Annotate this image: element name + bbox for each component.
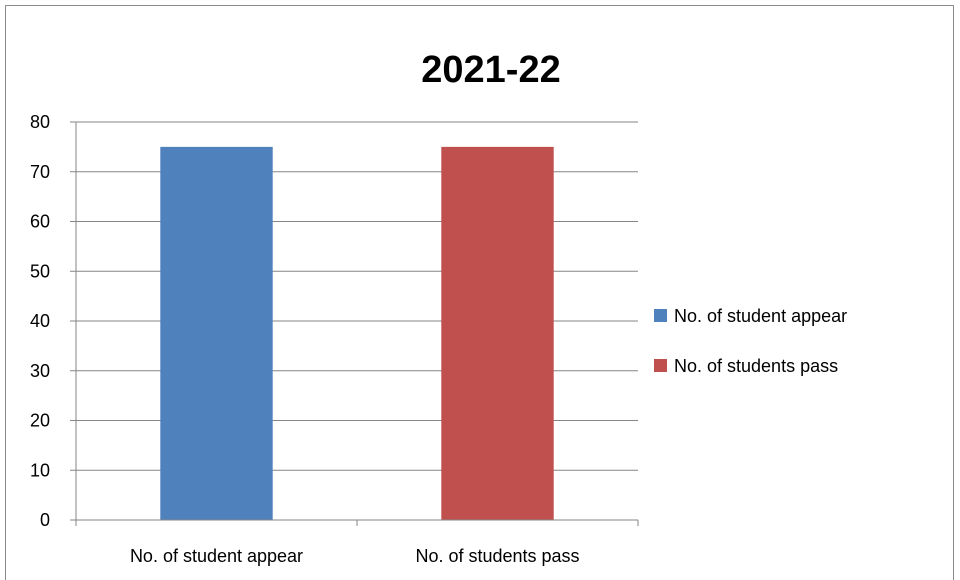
y-tick-label: 80 <box>30 112 50 132</box>
y-tick-label: 10 <box>30 460 50 480</box>
y-tick-label: 50 <box>30 261 50 281</box>
x-category-labels: No. of student appear No. of students pas… <box>130 546 580 566</box>
bars <box>160 146 554 520</box>
legend-swatch <box>654 309 667 322</box>
x-category-label: No. of student appear <box>130 546 303 566</box>
y-tick-label: 60 <box>30 212 50 232</box>
axes <box>70 121 639 526</box>
chart-title: 2021-22 <box>421 49 560 91</box>
y-tick-label: 0 <box>40 510 50 530</box>
bar-students-pass <box>441 146 554 520</box>
legend-swatch <box>654 359 667 372</box>
x-category-label: No. of students pass <box>415 546 579 566</box>
bar-student-appear <box>160 146 273 520</box>
y-tick-label: 70 <box>30 162 50 182</box>
y-tick-label: 20 <box>30 411 50 431</box>
legend-label: No. of students pass <box>674 356 838 376</box>
y-tick-label: 40 <box>30 311 50 331</box>
y-tick-labels: 0 10 20 30 40 50 60 70 80 <box>30 112 50 530</box>
legend: No. of student appear No. of students pas… <box>654 306 847 376</box>
y-tick-label: 30 <box>30 361 50 381</box>
legend-label: No. of student appear <box>674 306 847 326</box>
